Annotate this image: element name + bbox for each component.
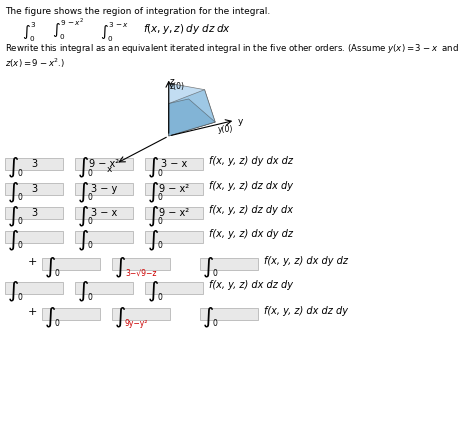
Text: 0: 0 [18,218,23,226]
Text: f(x, y, z) dx dz dy: f(x, y, z) dx dz dy [264,306,348,316]
Text: 3: 3 [31,208,37,218]
Text: 0: 0 [213,269,218,277]
Text: +: + [27,307,37,317]
Bar [200,258,258,270]
Text: $\int$: $\int$ [77,156,89,180]
Text: 3−√9−z: 3−√9−z [125,269,156,277]
Text: +: + [27,257,37,267]
Text: 0: 0 [158,293,163,301]
Bar [75,183,133,195]
Text: $\int$: $\int$ [7,205,19,229]
Bar [5,231,63,243]
Text: $\int$: $\int$ [114,306,126,330]
Text: z(0): z(0) [170,83,185,91]
Text: y: y [238,117,243,125]
Text: $f(x, y, z)\; dy\; dz\; dx$: $f(x, y, z)\; dy\; dz\; dx$ [143,22,231,36]
Text: $\int$: $\int$ [44,256,56,280]
Text: f(x, y, z) dx dz dy: f(x, y, z) dx dz dy [209,280,293,290]
Text: $\int$: $\int$ [7,156,19,180]
Text: $\int_0^3$: $\int_0^3$ [22,20,37,44]
Text: 0: 0 [88,242,93,250]
Text: 0: 0 [18,194,23,203]
Text: $\int$: $\int$ [147,229,159,253]
Text: $\int$: $\int$ [7,229,19,253]
Text: 9 − x²: 9 − x² [159,184,189,194]
Bar [145,183,203,195]
Text: $\int$: $\int$ [7,280,19,304]
Text: $\int_0^{9-x^2}$: $\int_0^{9-x^2}$ [52,18,84,43]
Text: 0: 0 [18,168,23,178]
Bar [145,207,203,219]
Bar [75,282,133,294]
Text: 3: 3 [31,184,37,194]
Bar [5,282,63,294]
Bar [145,158,203,170]
Text: 0: 0 [18,293,23,301]
Text: 0: 0 [158,242,163,250]
Bar [42,258,100,270]
Text: $\int$: $\int$ [147,205,159,229]
Bar [200,308,258,320]
Polygon shape [169,83,215,136]
Text: f(x, y, z) dx dy dz: f(x, y, z) dx dy dz [264,256,348,266]
Text: 9y−y²: 9y−y² [125,319,148,328]
Bar [112,258,170,270]
Text: $\int_0^{3-x}$: $\int_0^{3-x}$ [100,20,129,44]
Text: 9 − x²: 9 − x² [159,208,189,218]
Text: 0: 0 [55,269,60,277]
Polygon shape [169,90,215,136]
Text: z: z [170,77,175,86]
Text: f(x, y, z) dz dx dy: f(x, y, z) dz dx dy [209,181,293,191]
Text: 0: 0 [88,168,93,178]
Text: 0: 0 [213,319,218,328]
Text: 0: 0 [88,194,93,203]
Bar [112,308,170,320]
Text: $\int$: $\int$ [147,280,159,304]
Bar [75,207,133,219]
Bar [145,282,203,294]
Text: x: x [106,165,112,174]
Text: $\int$: $\int$ [202,306,214,330]
Text: $\int$: $\int$ [7,181,19,205]
Text: $\int$: $\int$ [202,256,214,280]
Bar [5,183,63,195]
Text: $\int$: $\int$ [77,181,89,205]
Bar [5,207,63,219]
Text: 3 − y: 3 − y [91,184,117,194]
Text: f(x, y, z) dx dy dz: f(x, y, z) dx dy dz [209,229,293,239]
Bar [75,158,133,170]
Text: 0: 0 [158,168,163,178]
Bar [5,158,63,170]
Text: 3: 3 [31,159,37,169]
Text: $\int$: $\int$ [44,306,56,330]
Text: $\int$: $\int$ [77,205,89,229]
Text: $\int$: $\int$ [77,229,89,253]
Text: 9 − x²: 9 − x² [89,159,119,169]
Text: $\int$: $\int$ [77,280,89,304]
Text: $\int$: $\int$ [147,181,159,205]
Text: $\int$: $\int$ [114,256,126,280]
Text: 3 − x: 3 − x [161,159,187,169]
Text: $\int$: $\int$ [147,156,159,180]
Text: 0: 0 [158,218,163,226]
Text: 0: 0 [88,218,93,226]
Text: f(x, y, z) dy dx dz: f(x, y, z) dy dx dz [209,156,293,166]
Polygon shape [169,99,215,136]
Text: 0: 0 [55,319,60,328]
Text: 0: 0 [18,242,23,250]
Bar [42,308,100,320]
Text: f(x, y, z) dz dy dx: f(x, y, z) dz dy dx [209,205,293,215]
Text: Rewrite this integral as an equivalent iterated integral in the five other order: Rewrite this integral as an equivalent i… [5,42,460,70]
Text: The figure shows the region of integration for the integral.: The figure shows the region of integrati… [5,7,270,16]
Bar [145,231,203,243]
Text: 3 − x: 3 − x [91,208,117,218]
Text: y(0): y(0) [218,125,233,134]
Text: 0: 0 [158,194,163,203]
Bar [75,231,133,243]
Text: 0: 0 [88,293,93,301]
